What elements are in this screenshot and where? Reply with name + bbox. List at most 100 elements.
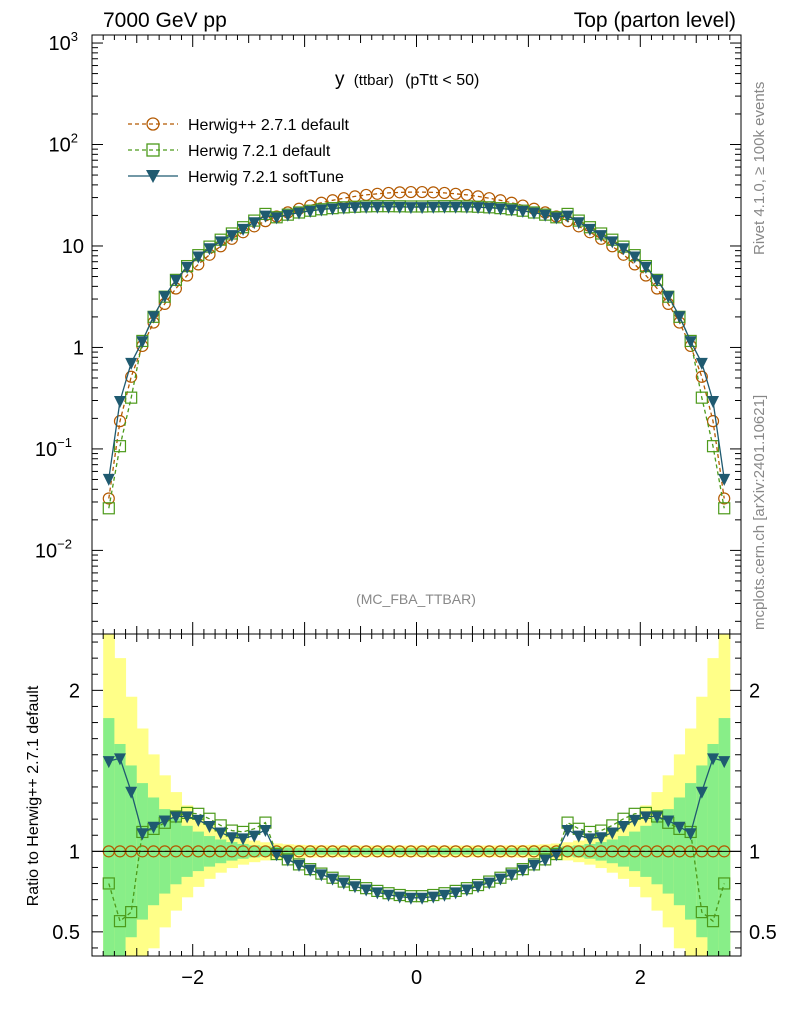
ratio-series-1-point [695,906,708,919]
main-ytick-label: 10−1 [35,435,72,461]
main-series-2-line [108,206,725,479]
legend-label-herwig7-softtune: Herwig 7.2.1 softTune [188,169,344,186]
ratio-series-2-point [651,811,664,824]
main-series-2-point [617,243,630,256]
ratio-series-2-point [550,849,563,862]
ratio-series-1-point [718,877,731,890]
main-series-2-point [259,210,272,223]
ratio-ytick-label-right: 0.5 [749,922,777,944]
main-series-2-point [695,357,708,370]
main-series-2-point [505,204,518,217]
ratio-series-2-point [326,873,339,886]
ratio-uncertainty-bands [103,634,731,956]
band-inner [114,743,127,956]
ratio-ytick-label-left: 1 [69,841,80,863]
ratio-series-2-point [382,889,395,902]
ratio-series-2-point [237,833,250,846]
main-series-2-point [628,251,641,264]
main-series-2-point [147,311,160,324]
main-series-2-point [438,201,451,214]
analysis-tag: (MC_FBA_TTBAR) [356,591,476,607]
main-ytick-label: 102 [49,131,78,157]
ratio-series-2-point [617,821,630,834]
main-series-2-point [449,201,462,214]
title-sub: (ttbar) [354,72,394,89]
main-series-2-point [595,230,608,243]
ratio-series-2-point [695,786,708,799]
ratio-series-2-point [472,881,485,894]
main-series-2-point [639,261,652,274]
ratio-series-2-point [102,756,115,769]
main-series-2-point [483,202,496,215]
ratio-series-2-point [483,877,496,890]
main-series-2-point [393,201,406,214]
ratio-series-1-point [102,877,115,890]
ratio-series-2-point [169,811,182,824]
ratio-series-2-point [293,859,306,872]
ratio-series-2-point [449,887,462,900]
tick-base: 10 [35,540,57,562]
plot-title: y (ttbar) (pTtt < 50) [335,69,479,90]
ratio-series-1-point [125,906,138,919]
legend-entry-herwigpp: Herwig++ 2.7.1 default [128,117,350,134]
ratio-series-2-point [684,828,697,841]
main-series-2-point [684,336,697,349]
ratio-series-2-point [516,864,529,877]
tick-exponent: 3 [71,29,78,44]
main-series-2-point [606,236,619,249]
main-series-1-point [113,440,127,453]
ratio-series-1-point [113,915,127,928]
ratio-series-2-point [125,786,138,799]
ratio-series-2-point [416,892,429,905]
ratio-ytick-label-right: 2 [749,680,760,702]
main-series-2-point [337,202,350,215]
main-series-2-point [102,473,115,486]
ratio-series-2-point [147,821,160,834]
ratio-frame [91,633,742,957]
ratio-series-2-point [662,815,675,828]
band-inner [718,718,731,956]
main-series-2-point [718,473,731,486]
ratio-series-2-point [181,811,194,824]
ratio-ytick-label-left: 2 [69,680,80,702]
legend-entry-herwig7-softtune: Herwig 7.2.1 softTune [128,169,344,186]
main-series-2-point [293,207,306,220]
rivet-version-label: Rivet 4.1.0, ≥ 100k events [751,82,768,255]
ratio-series-2-point [225,832,238,845]
ratio-series-2-point [315,869,328,882]
main-series-2-point [281,209,294,222]
main-series-2-point [416,202,429,215]
ratio-ytick-label-right: 1 [749,841,760,863]
main-series-2-point [527,207,540,220]
main-series-2-point [169,274,182,287]
main-series-2-point [315,204,328,217]
header-process-label: Top (parton level) [574,9,736,32]
header-energy-label: 7000 GeV pp [103,9,227,32]
ratio-series-2-point [673,821,686,834]
title-main: y [335,69,345,90]
ratio-series-2-point [427,891,440,904]
main-ytick-label: 1 [73,337,84,359]
tick-exponent: −2 [57,536,72,551]
title-cut: (pTtt < 50) [405,72,479,89]
legend-marker-triangle [146,170,160,183]
ratio-ylabel: Ratio to Herwig++ 2.7.1 default [25,685,42,906]
legend-entry-herwig7-default: Herwig 7.2.1 default [128,143,331,160]
tick-base: 10 [35,439,57,461]
main-series-2-point [360,201,373,214]
main-series-1-point [125,391,138,404]
main-series-2-point [113,396,126,409]
ratio-series-2-point [113,753,126,766]
ratio-series-1-point [706,915,720,928]
ratio-series-2-point [371,887,384,900]
main-series-2-point [203,243,216,256]
xtick-label: 0 [411,967,422,989]
main-ytick-label: 103 [49,29,78,55]
main-series-2-point [662,291,675,304]
tick-base: 10 [49,135,71,157]
main-series-1-point [102,502,115,515]
ratio-series-2-point [337,877,350,890]
main-series-2-point [326,203,339,216]
ratio-series-2-point [628,814,641,827]
